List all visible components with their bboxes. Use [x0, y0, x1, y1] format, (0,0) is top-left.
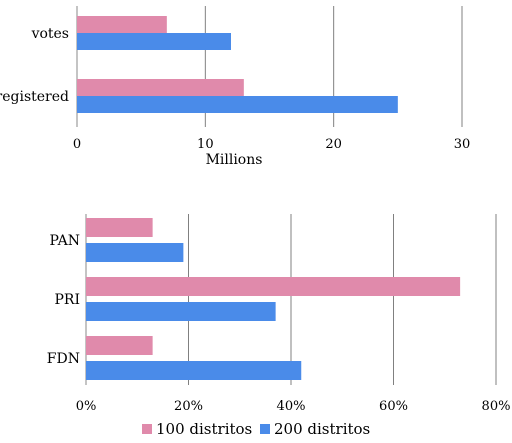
- x-axis-label: Millions: [206, 152, 263, 168]
- x-tick-label: 40%: [277, 399, 306, 414]
- legend-label: 100 distritos: [156, 420, 252, 438]
- bar-series2: [77, 96, 398, 113]
- category-label: FDN: [47, 351, 80, 367]
- category-label: registered: [0, 89, 69, 105]
- bar-series2: [86, 243, 184, 262]
- category-label: votes: [31, 26, 69, 42]
- chart-party-share: 0% 20% 40% 60% 80% PAN PRI FDN: [47, 214, 511, 414]
- category-label: PAN: [50, 233, 81, 249]
- x-tick-label: 60%: [379, 399, 408, 414]
- x-tick-label: 0: [73, 137, 81, 152]
- x-tick-label: 30: [454, 137, 471, 152]
- x-tick-label: 20: [325, 137, 342, 152]
- bar-series2: [86, 361, 302, 380]
- x-tick-label: 0%: [76, 399, 97, 414]
- chart-registered-votes: 0 10 20 30 votes registered Millions: [0, 6, 470, 168]
- legend-swatch: [260, 424, 270, 434]
- category-label: PRI: [55, 292, 81, 308]
- bar-series1: [86, 277, 461, 296]
- legend-label: 200 distritos: [274, 420, 370, 438]
- legend: 100 distritos 200 distritos: [142, 420, 370, 438]
- x-tick-label: 20%: [174, 399, 203, 414]
- bar-series1: [77, 79, 244, 96]
- bar-series2: [86, 302, 276, 321]
- bar-series1: [86, 336, 153, 355]
- x-tick-label: 80%: [482, 399, 511, 414]
- bar-series2: [77, 33, 231, 50]
- x-tick-label: 10: [197, 137, 214, 152]
- bar-series1: [86, 218, 153, 237]
- legend-swatch: [142, 424, 152, 434]
- bar-series1: [77, 16, 167, 33]
